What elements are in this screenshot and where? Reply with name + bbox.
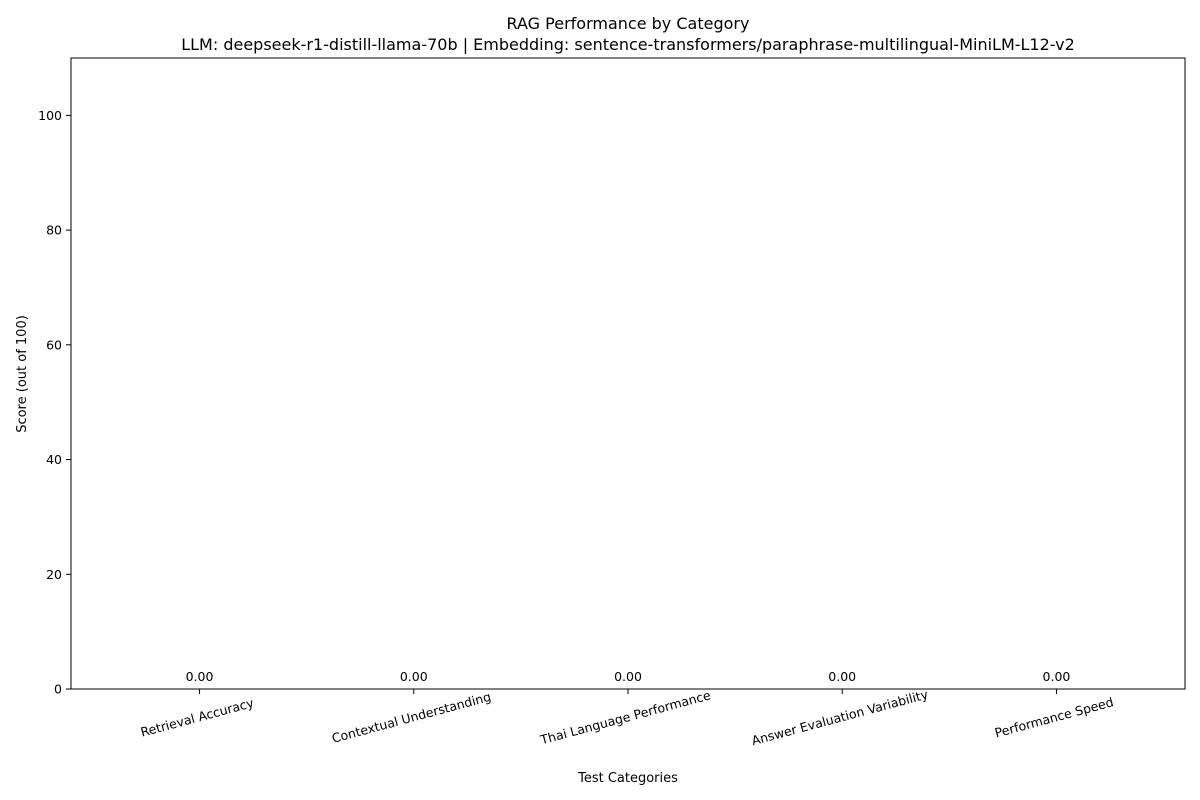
y-tick-label: 0 [54,682,62,697]
y-tick-label: 80 [46,223,62,238]
bar-value-label: 0.00 [828,669,856,684]
y-tick-label: 100 [38,108,62,123]
bar-value-label: 0.00 [400,669,428,684]
y-tick-label: 20 [46,567,62,582]
data-labels-layer: 0.00 0.00 0.00 0.00 0.00 [186,669,1071,684]
y-axis-label: Score (out of 100) [15,315,30,433]
bar-value-label: 0.00 [614,669,642,684]
y-tick-label: 60 [46,337,62,352]
x-axis-label: Test Categories [577,771,678,786]
chart-subtitle: LLM: deepseek-r1-distill-llama-70b | Emb… [181,35,1075,54]
y-tick-label: 40 [46,452,62,467]
chart-title: RAG Performance by Category [507,14,750,33]
plot-frame [70,57,1186,690]
bar-value-label: 0.00 [1043,669,1071,684]
bar-value-label: 0.00 [186,669,214,684]
y-axis: 0 20 40 60 80 100 [38,108,71,697]
